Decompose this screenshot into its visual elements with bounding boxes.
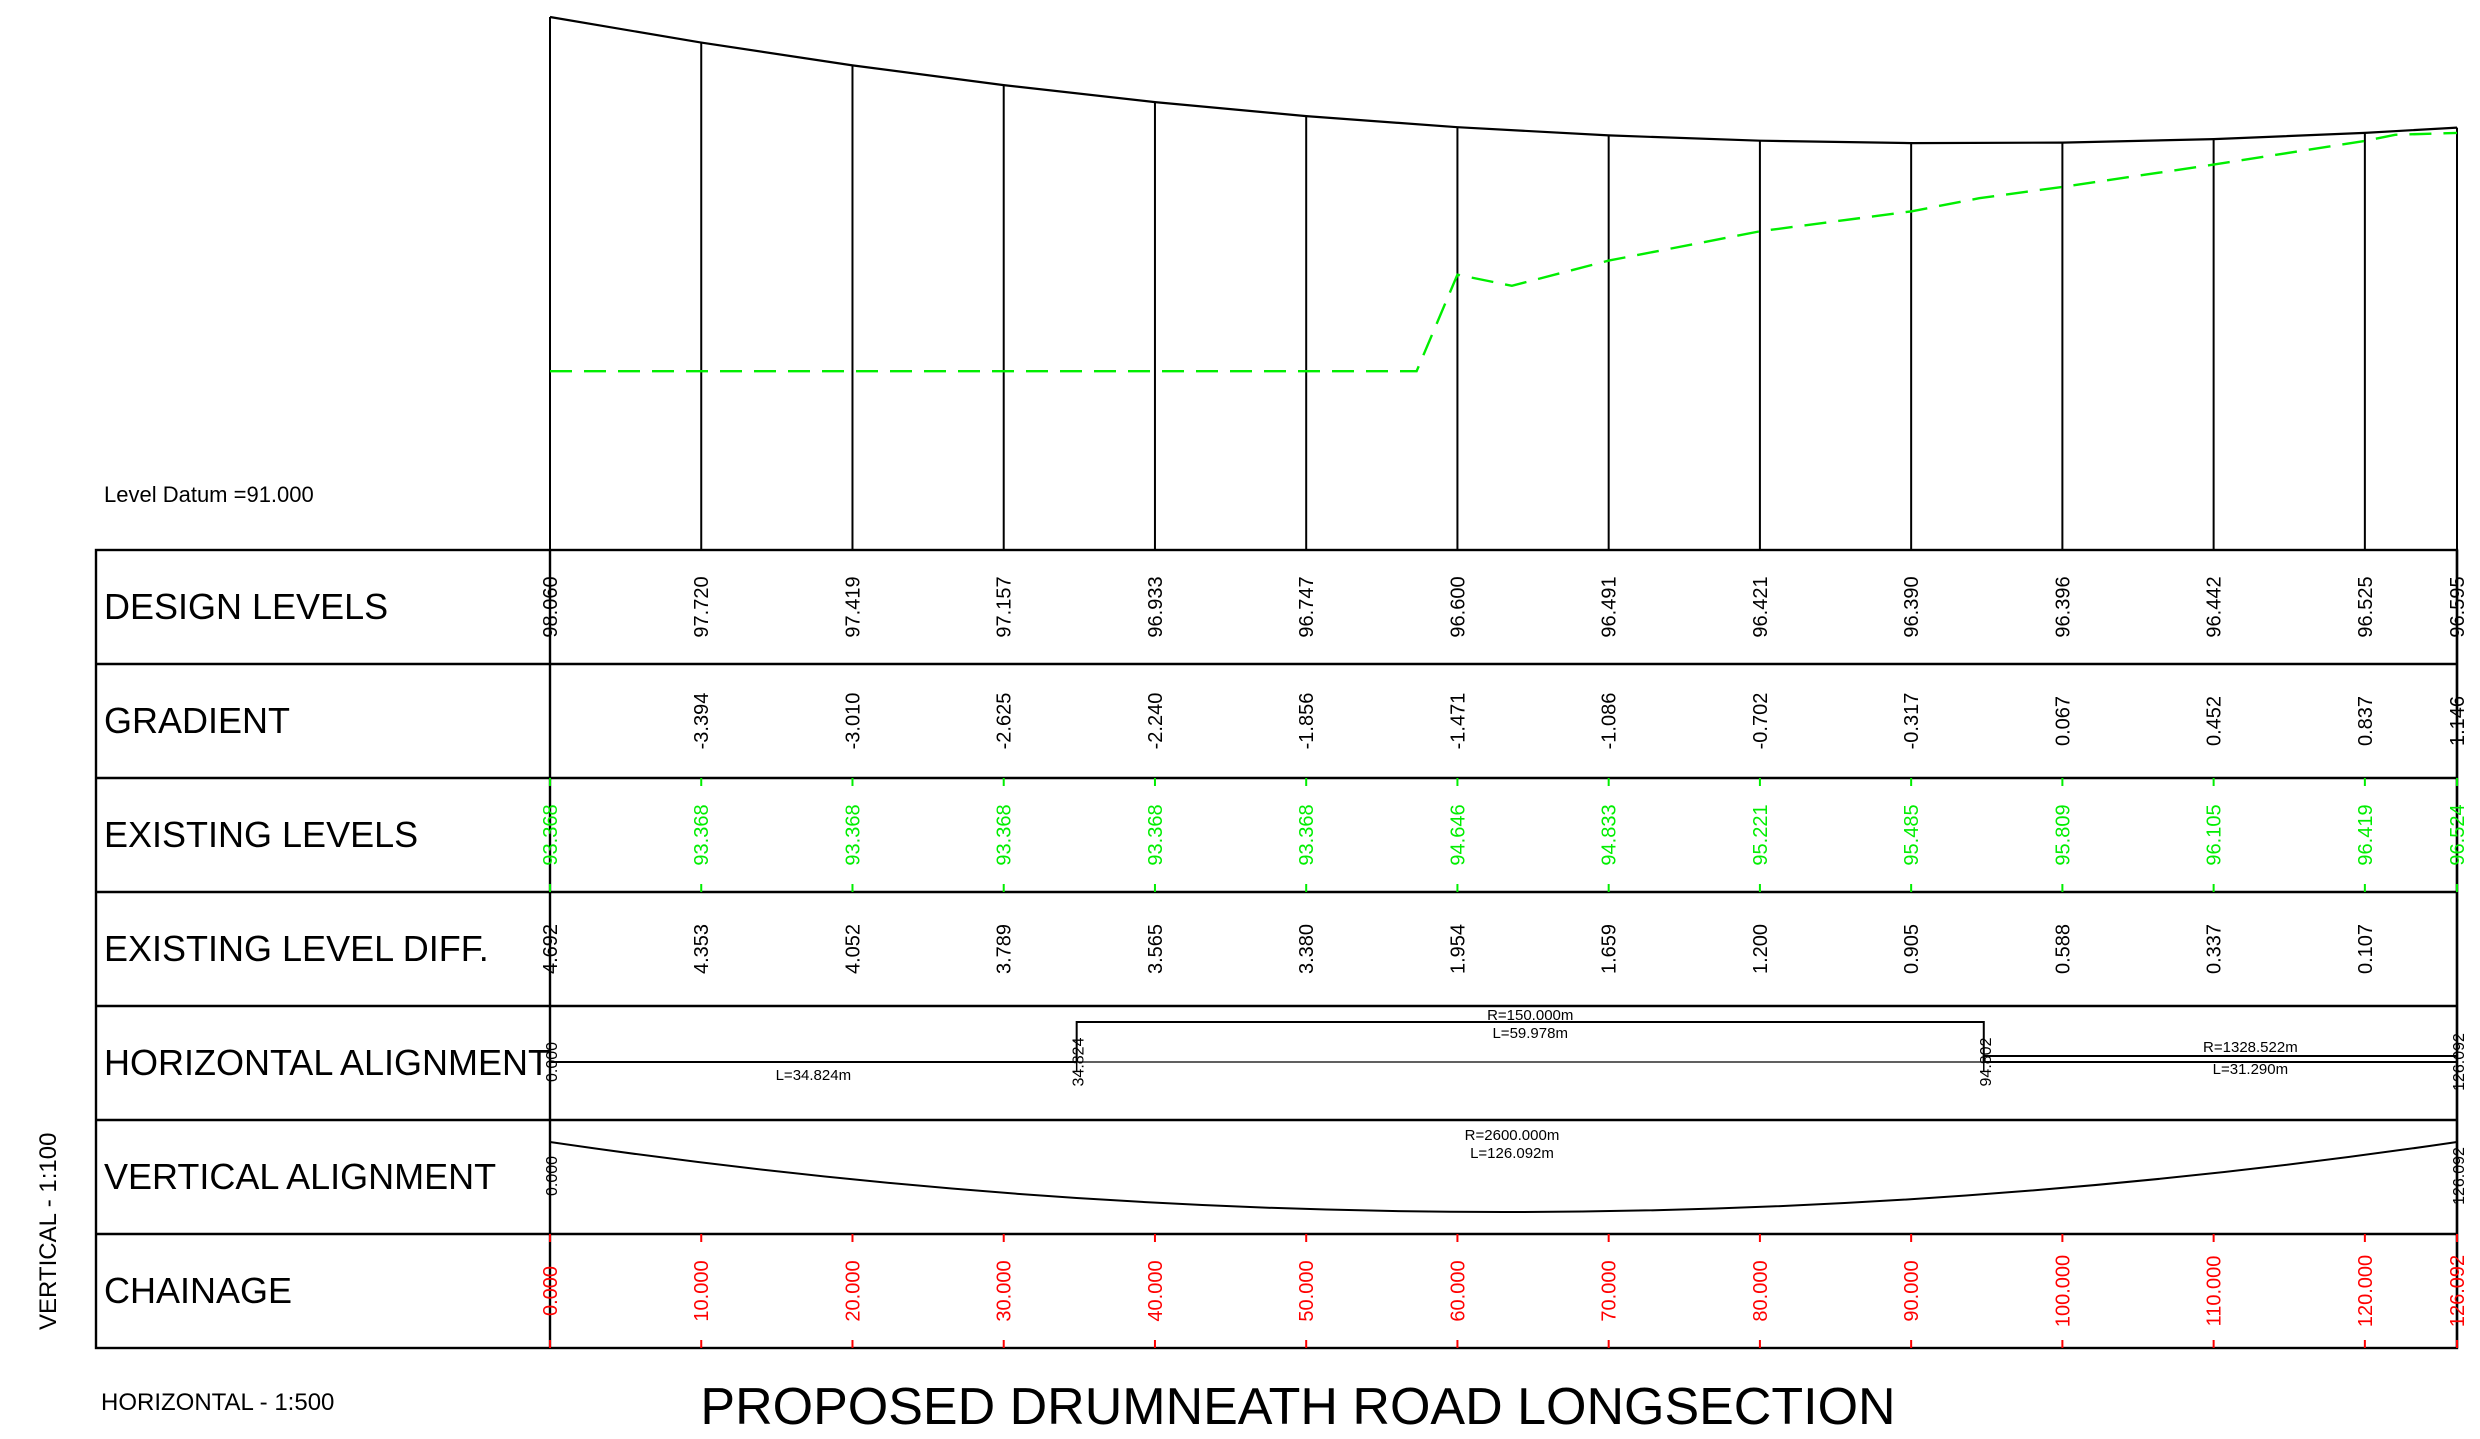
h-align-label: L=59.978m [1492, 1025, 1567, 1042]
existing-level-diff-value: 0.588 [2052, 924, 2074, 974]
design-level-value: 97.419 [843, 576, 865, 637]
gradient-value: -1.086 [1599, 693, 1621, 750]
level-datum-label: Level Datum =91.000 [104, 482, 314, 507]
design-level-value: 97.157 [994, 576, 1016, 637]
existing-level-value: 96.105 [2204, 804, 2226, 865]
chainage-value: 20.000 [843, 1260, 865, 1321]
gradient-value: 0.837 [2355, 696, 2377, 746]
existing-level-value: 96.524 [2447, 804, 2469, 865]
design-level-value: 96.442 [2204, 576, 2226, 637]
gradient-value: -3.394 [691, 693, 713, 750]
design-level-value: 96.933 [1145, 576, 1167, 637]
design-level-value: 98.060 [540, 576, 562, 637]
v-align-chainage: 0.000 [544, 1156, 561, 1196]
existing-level-diff-value: 1.200 [1750, 924, 1772, 974]
chainage-value: 10.000 [691, 1260, 713, 1321]
existing-level-diff-value: 0.337 [2204, 924, 2226, 974]
existing-level-diff-value: 3.789 [994, 924, 1016, 974]
gradient-value: -1.471 [1447, 693, 1469, 750]
existing-level-diff-value: 0.905 [1901, 924, 1923, 974]
design-level-value: 96.600 [1447, 576, 1469, 637]
chainage-value: 90.000 [1901, 1260, 1923, 1321]
existing-level-diff-value: 4.353 [691, 924, 713, 974]
chainage-value: 100.000 [2052, 1255, 2074, 1327]
existing-level-value: 95.485 [1901, 804, 1923, 865]
h-align-curve [1075, 1021, 1985, 1062]
v-align-label: R=2600.000m [1465, 1127, 1560, 1144]
data-table: DESIGN LEVELS GRADIENT EXISTING LEVELS EXIS… [94, 548, 2469, 1350]
h-align-chainage: 34.824 [1071, 1037, 1088, 1086]
horizontal-scale-label: HORIZONTAL - 1:500 [101, 1389, 334, 1416]
chainage-value: 126.092 [2447, 1255, 2469, 1327]
existing-level-value: 94.646 [1447, 804, 1469, 865]
existing-level-diff-value: 0.107 [2355, 924, 2377, 974]
design-level-value: 96.396 [2052, 576, 2074, 637]
gradient-value: -1.856 [1296, 693, 1318, 750]
v-align-label: L=126.092m [1470, 1145, 1554, 1162]
existing-level-diff-value: 1.659 [1599, 924, 1621, 974]
h-align-chainage: 0.000 [544, 1042, 561, 1082]
chainage-value: 50.000 [1296, 1260, 1318, 1321]
existing-level-value: 93.368 [691, 804, 713, 865]
existing-level-value: 93.368 [994, 804, 1016, 865]
design-level-value: 96.595 [2447, 576, 2469, 637]
profile-plot [549, 15, 2458, 550]
existing-level-diff-value: 1.954 [1447, 924, 1469, 974]
existing-level-value: 95.221 [1750, 804, 1772, 865]
vertical-scale-label: VERTICAL - 1:100 [35, 1133, 62, 1330]
row-label-valign: VERTICAL ALIGNMENT [104, 1156, 496, 1197]
gradient-value: -2.240 [1145, 693, 1167, 750]
chainage-value: 70.000 [1599, 1260, 1621, 1321]
design-level-value: 96.390 [1901, 576, 1923, 637]
row-label-gradient: GRADIENT [104, 700, 290, 741]
chainage-value: 60.000 [1447, 1260, 1469, 1321]
design-level-value: 96.421 [1750, 576, 1772, 637]
gradient-value: -2.625 [994, 693, 1016, 750]
gradient-value: 0.452 [2204, 696, 2226, 746]
v-align-curve [549, 1141, 2458, 1213]
design-level-value: 97.720 [691, 576, 713, 637]
h-align-chainage: 94.802 [1978, 1037, 1995, 1086]
existing-ground-line [550, 131, 2458, 373]
chainage-value: 30.000 [994, 1260, 1016, 1321]
existing-level-value: 93.368 [1145, 804, 1167, 865]
h-align-label: L=31.290m [2213, 1061, 2288, 1078]
chainage-value: 110.000 [2204, 1256, 2226, 1327]
chainage-value: 0.000 [540, 1266, 562, 1316]
gradient-value: -0.317 [1901, 693, 1923, 750]
row-label-design: DESIGN LEVELS [104, 586, 388, 627]
row-label-halign: HORIZONTAL ALIGNMENT [104, 1042, 550, 1083]
existing-level-diff-value: 4.692 [540, 924, 562, 974]
existing-level-value: 96.419 [2355, 804, 2377, 865]
existing-level-value: 93.368 [1296, 804, 1318, 865]
v-align-chainage: 126.092 [2451, 1147, 2468, 1205]
h-align-chainage: 126.092 [2451, 1033, 2468, 1091]
existing-level-value: 94.833 [1599, 804, 1621, 865]
row-label-chainage: CHAINAGE [104, 1270, 292, 1311]
existing-level-diff-value: 3.380 [1296, 924, 1318, 974]
design-level-value: 96.525 [2355, 576, 2377, 637]
h-align-label: R=150.000m [1487, 1007, 1573, 1024]
chainage-value: 120.000 [2355, 1255, 2377, 1327]
h-align-label: L=34.824m [776, 1067, 851, 1084]
chainage-value: 40.000 [1145, 1260, 1167, 1321]
h-align-label: R=1328.522m [2203, 1039, 2298, 1056]
existing-level-value: 95.809 [2052, 804, 2074, 865]
gradient-value: 0.067 [2052, 696, 2074, 746]
design-level-value: 96.491 [1599, 576, 1621, 637]
row-label-existing: EXISTING LEVELS [104, 814, 418, 855]
existing-level-diff-value: 4.052 [843, 924, 865, 974]
gradient-value: -0.702 [1750, 693, 1772, 750]
existing-level-diff-value: 3.565 [1145, 924, 1167, 974]
design-level-line [549, 15, 2458, 145]
gradient-value: -3.010 [843, 693, 865, 750]
row-label-diff: EXISTING LEVEL DIFF. [104, 928, 489, 969]
design-level-value: 96.747 [1296, 576, 1318, 637]
existing-level-value: 93.368 [843, 804, 865, 865]
drawing-title: PROPOSED DRUMNEATH ROAD LONGSECTION [700, 1378, 1895, 1436]
gradient-value: 1.146 [2447, 696, 2469, 746]
chainage-value: 80.000 [1750, 1260, 1772, 1321]
existing-level-value: 93.368 [540, 804, 562, 865]
